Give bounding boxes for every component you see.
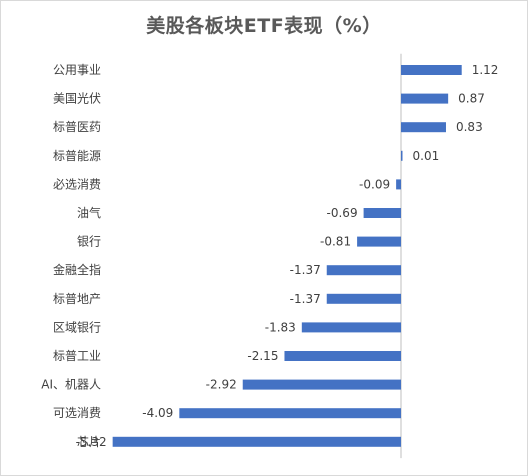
- category-label: 标普能源: [53, 149, 101, 163]
- data-label: -0.69: [327, 206, 358, 220]
- bar: [357, 236, 401, 247]
- category-label: 芯片: [77, 435, 101, 449]
- data-label: -2.15: [247, 349, 278, 363]
- data-label: -1.37: [290, 263, 321, 277]
- category-label: 银行: [77, 235, 101, 249]
- category-label: 标普地产: [53, 292, 101, 306]
- bar: [326, 293, 401, 304]
- data-label: -1.83: [265, 320, 296, 334]
- category-label: 美国光伏: [53, 92, 101, 106]
- bar: [284, 351, 401, 361]
- bar: [401, 93, 449, 104]
- bar: [112, 436, 401, 447]
- category-label: 公用事业: [53, 63, 101, 77]
- data-label: 0.83: [456, 120, 483, 134]
- category-label: 标普工业: [53, 349, 101, 363]
- category-label: AI、机器人: [41, 378, 101, 392]
- bar: [396, 179, 401, 190]
- data-label: 1.12: [472, 63, 499, 77]
- bar: [301, 322, 401, 333]
- data-label: -5.32: [76, 435, 107, 449]
- data-label: -0.09: [359, 177, 390, 191]
- category-label: 金融全指: [53, 262, 101, 277]
- bar: [401, 65, 462, 75]
- data-label: -1.37: [290, 292, 321, 306]
- category-label: 标普医药: [53, 120, 101, 134]
- bar: [326, 265, 401, 276]
- data-label: -4.09: [142, 406, 173, 420]
- bar: [401, 150, 403, 161]
- category-label: 区域银行: [53, 320, 101, 334]
- bar: [179, 408, 401, 419]
- bar: [242, 379, 401, 390]
- chart-title: 美股各板块ETF表现（%）: [146, 15, 382, 37]
- category-label: 可选消费: [53, 406, 101, 420]
- category-label: 必选消费: [53, 177, 101, 191]
- bar: [363, 208, 401, 218]
- data-label: 0.01: [413, 149, 440, 163]
- category-label: 油气: [77, 205, 101, 220]
- data-label: -2.92: [206, 378, 237, 392]
- data-label: 0.87: [458, 92, 485, 106]
- bar: [401, 122, 446, 133]
- data-label: -0.81: [320, 235, 351, 249]
